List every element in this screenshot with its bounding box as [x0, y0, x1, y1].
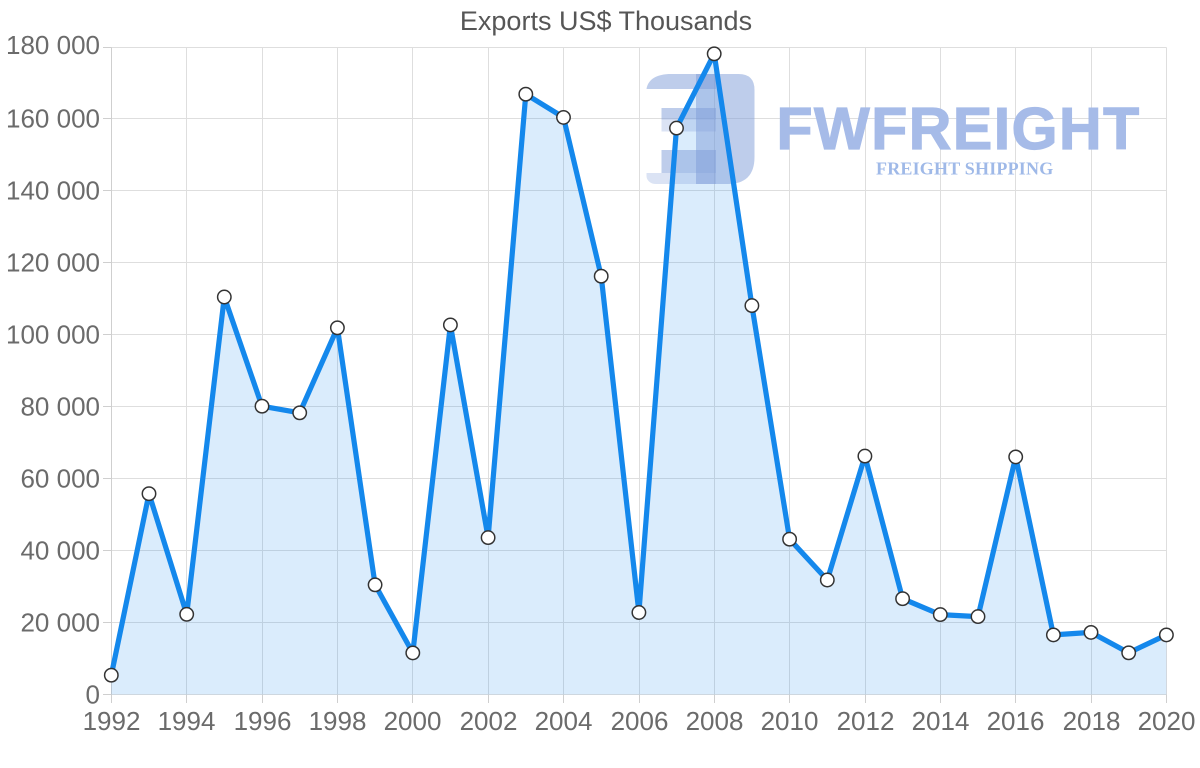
- svg-text:2020: 2020: [1138, 706, 1196, 736]
- svg-text:2002: 2002: [460, 706, 518, 736]
- svg-text:180 000: 180 000: [6, 30, 100, 60]
- svg-text:1998: 1998: [309, 706, 367, 736]
- svg-text:2010: 2010: [761, 706, 819, 736]
- svg-text:80 000: 80 000: [20, 392, 100, 422]
- svg-text:1992: 1992: [83, 706, 141, 736]
- svg-text:140 000: 140 000: [6, 176, 100, 206]
- svg-text:60 000: 60 000: [20, 464, 100, 494]
- svg-text:20 000: 20 000: [20, 608, 100, 638]
- svg-text:2014: 2014: [912, 706, 970, 736]
- svg-text:1994: 1994: [158, 706, 216, 736]
- svg-text:1996: 1996: [234, 706, 292, 736]
- svg-text:100 000: 100 000: [6, 320, 100, 350]
- svg-text:40 000: 40 000: [20, 536, 100, 566]
- svg-text:FWFREIGHT: FWFREIGHT: [777, 96, 1141, 162]
- svg-text:120 000: 120 000: [6, 248, 100, 278]
- svg-text:160 000: 160 000: [6, 104, 100, 134]
- svg-text:Exports US$ Thousands: Exports US$ Thousands: [460, 6, 752, 36]
- svg-text:2000: 2000: [384, 706, 442, 736]
- svg-text:FREIGHT SHIPPING: FREIGHT SHIPPING: [876, 159, 1053, 179]
- svg-text:2012: 2012: [837, 706, 895, 736]
- svg-text:2004: 2004: [535, 706, 593, 736]
- svg-text:2006: 2006: [611, 706, 669, 736]
- svg-text:2018: 2018: [1063, 706, 1121, 736]
- svg-text:0: 0: [86, 680, 100, 710]
- svg-text:2016: 2016: [987, 706, 1045, 736]
- svg-text:2008: 2008: [686, 706, 744, 736]
